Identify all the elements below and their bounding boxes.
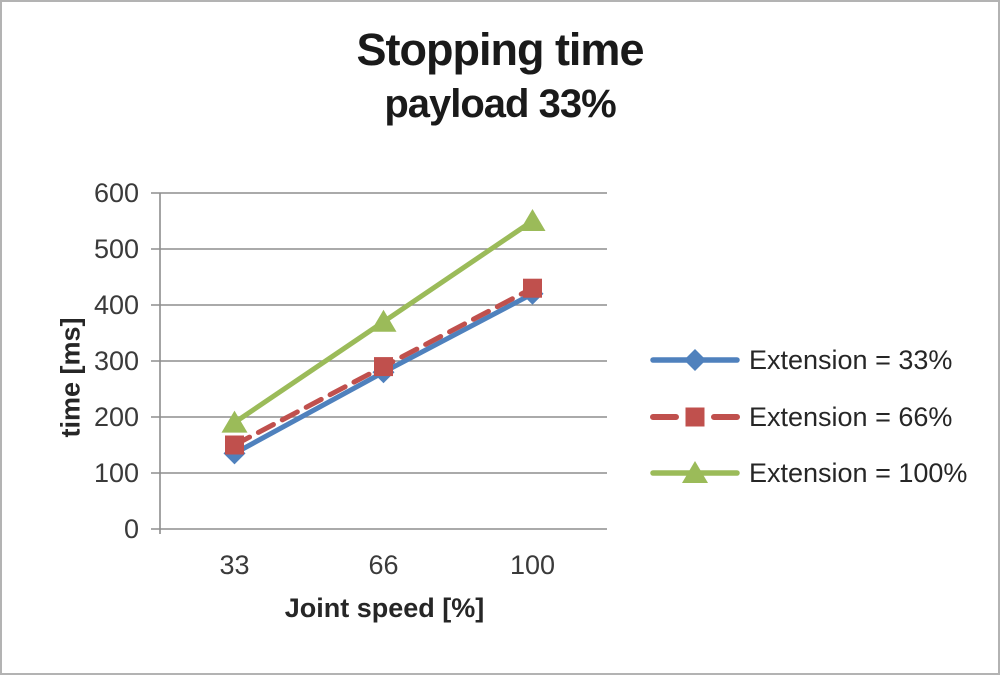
x-tick-label-66: 66	[368, 550, 399, 580]
legend-item-extension-33: Extension = 33%	[650, 345, 952, 375]
legend-key-extension-100	[650, 461, 740, 483]
y-tick-label-200: 200	[93, 402, 139, 432]
legend-item-extension-100: Extension = 100%	[650, 458, 967, 488]
legend-key-extension-66	[650, 407, 740, 427]
legend-marker-diamond-extension-33	[684, 349, 706, 371]
x-axis-title: Joint speed [%]	[284, 593, 485, 623]
x-tick-label-33: 33	[219, 550, 250, 580]
y-tick-label-100: 100	[93, 458, 139, 488]
legend-marker-square-extension-66	[685, 407, 705, 427]
marker-triangle-extension-100-pt2	[519, 209, 546, 231]
y-tick-label-0: 0	[123, 514, 139, 544]
legend-label-extension-33: Extension = 33%	[749, 344, 953, 375]
marker-square-extension-66-pt1	[374, 357, 393, 377]
chart-subtitle: payload 33%	[384, 82, 616, 126]
y-tick-label-600: 600	[93, 178, 139, 208]
legend-item-extension-66: Extension = 66%	[650, 402, 952, 432]
marker-triangle-extension-100-pt0	[221, 410, 248, 433]
marker-square-extension-66-pt2	[523, 278, 542, 298]
legend-marker-triangle-extension-100	[682, 461, 708, 483]
legend-label-extension-66: Extension = 66%	[749, 401, 953, 432]
y-tick-label-400: 400	[93, 290, 139, 320]
y-tick-label-300: 300	[93, 346, 139, 376]
marker-triangle-extension-100-pt1	[370, 309, 397, 332]
legend-label-extension-100: Extension = 100%	[749, 457, 968, 488]
legend-key-extension-33	[650, 349, 740, 371]
x-tick-label-100: 100	[509, 550, 556, 580]
chart-title: Stopping time	[356, 24, 645, 75]
y-tick-label-500: 500	[93, 234, 139, 264]
marker-square-extension-66-pt0	[225, 435, 244, 455]
